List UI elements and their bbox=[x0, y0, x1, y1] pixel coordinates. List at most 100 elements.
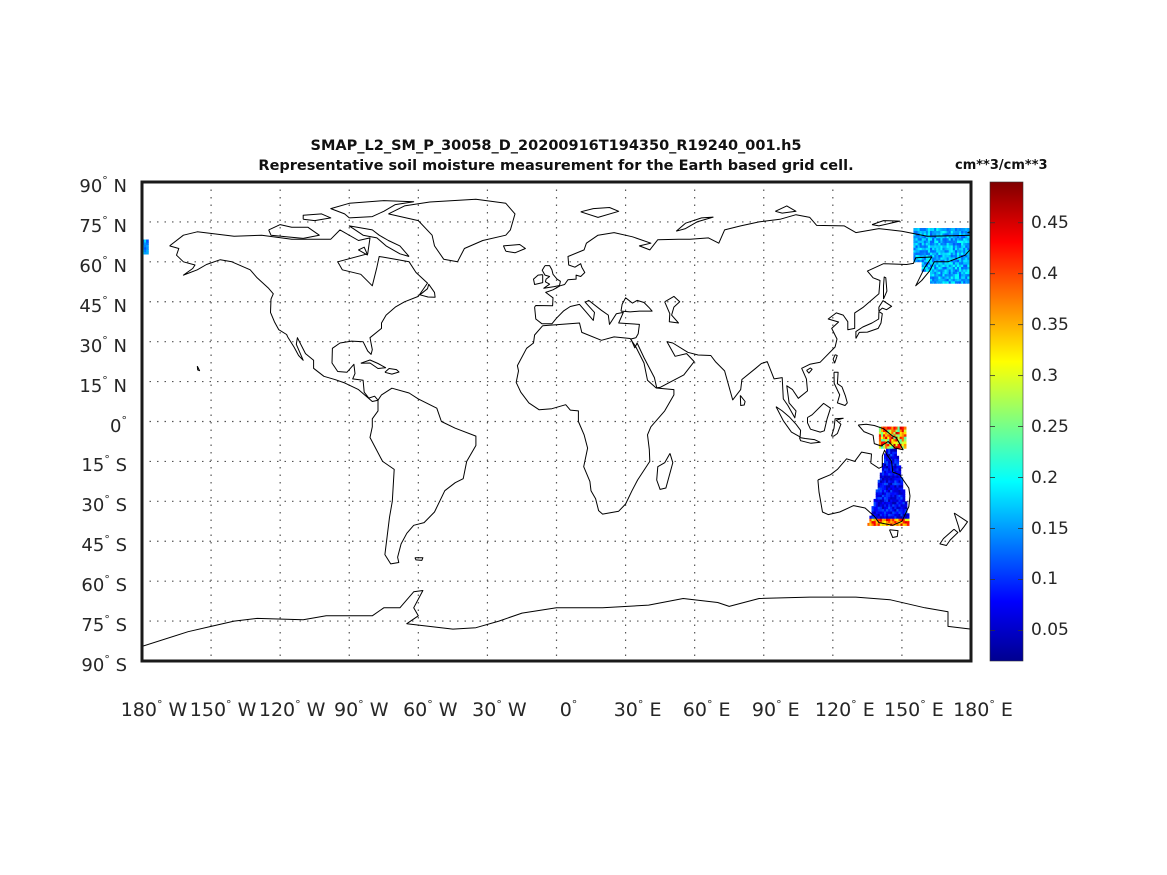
data-cell bbox=[934, 280, 937, 284]
data-cell bbox=[923, 228, 927, 231]
coastline-path bbox=[302, 213, 332, 222]
data-cell bbox=[894, 487, 897, 490]
data-cell bbox=[963, 230, 966, 234]
data-cell bbox=[967, 275, 970, 279]
data-cell bbox=[934, 278, 937, 282]
data-cell bbox=[896, 491, 900, 495]
data-cell bbox=[897, 443, 901, 447]
data-cell bbox=[942, 237, 946, 241]
data-cell bbox=[900, 482, 904, 486]
data-cell bbox=[930, 240, 933, 243]
data-cell bbox=[902, 501, 906, 505]
data-cell bbox=[961, 228, 964, 231]
data-cell bbox=[877, 515, 881, 519]
data-cell bbox=[934, 230, 937, 234]
data-cell bbox=[877, 482, 881, 486]
data-cell bbox=[904, 515, 908, 519]
data-cell bbox=[957, 242, 960, 246]
data-cell bbox=[886, 475, 889, 478]
data-cell bbox=[936, 271, 939, 275]
data-cell bbox=[887, 436, 890, 440]
data-cell bbox=[913, 256, 917, 260]
data-cell bbox=[944, 240, 948, 243]
data-cell bbox=[892, 501, 895, 505]
data-cell bbox=[899, 429, 903, 432]
data-cell bbox=[925, 268, 929, 272]
coastline-path bbox=[360, 359, 387, 369]
data-cell bbox=[892, 465, 895, 469]
data-cell bbox=[944, 273, 948, 277]
data-cell bbox=[881, 513, 885, 517]
data-cell bbox=[891, 443, 894, 447]
data-cell bbox=[919, 235, 923, 239]
data-cell bbox=[944, 261, 948, 265]
data-cell bbox=[892, 467, 895, 471]
data-cell bbox=[896, 467, 900, 471]
data-cell bbox=[884, 498, 887, 502]
data-cell bbox=[898, 487, 902, 490]
data-cell bbox=[957, 240, 960, 243]
data-cell bbox=[884, 501, 887, 505]
data-cell bbox=[938, 264, 941, 267]
data-cell bbox=[875, 522, 879, 526]
data-cell bbox=[932, 244, 935, 248]
data-cell bbox=[948, 264, 952, 267]
data-cell bbox=[940, 259, 944, 263]
data-cell bbox=[950, 240, 954, 243]
data-cell bbox=[921, 254, 925, 258]
data-cell bbox=[923, 232, 927, 236]
data-cell bbox=[894, 484, 897, 488]
data-cell bbox=[919, 249, 923, 253]
data-cell bbox=[965, 244, 968, 248]
data-cell bbox=[927, 242, 931, 246]
data-cell bbox=[892, 498, 895, 502]
data-cell bbox=[913, 254, 917, 258]
data-cell bbox=[896, 520, 900, 524]
data-cell bbox=[888, 489, 891, 493]
data-cell bbox=[938, 259, 941, 263]
data-cell bbox=[936, 256, 939, 260]
data-cell bbox=[883, 431, 886, 435]
data-cell bbox=[900, 508, 904, 512]
data-cell bbox=[959, 273, 962, 277]
data-cell bbox=[930, 232, 933, 236]
data-cell bbox=[884, 465, 887, 469]
data-cell bbox=[948, 237, 952, 241]
data-cell bbox=[925, 242, 929, 246]
data-cell bbox=[934, 247, 937, 251]
data-cell bbox=[942, 259, 946, 263]
data-cell bbox=[927, 252, 931, 255]
data-cell bbox=[952, 242, 956, 246]
data-cell bbox=[948, 278, 952, 282]
data-cell bbox=[954, 249, 958, 253]
data-cell bbox=[875, 494, 879, 498]
data-cell bbox=[952, 228, 956, 231]
data-cell bbox=[963, 261, 966, 265]
data-cell bbox=[950, 256, 954, 260]
coastline-path bbox=[967, 230, 971, 234]
data-cell bbox=[942, 271, 946, 275]
data-cell bbox=[946, 230, 950, 234]
data-cell bbox=[950, 247, 954, 251]
data-cell bbox=[963, 271, 966, 275]
data-cell bbox=[879, 491, 883, 495]
data-cell bbox=[888, 487, 891, 490]
data-cell bbox=[890, 475, 893, 478]
data-cell bbox=[898, 506, 902, 510]
data-cell bbox=[921, 259, 925, 263]
data-cell bbox=[954, 259, 958, 263]
data-cell bbox=[954, 278, 958, 282]
data-cell bbox=[896, 515, 900, 519]
data-cell bbox=[889, 433, 892, 437]
lat-label: 90° N bbox=[79, 174, 127, 197]
colorbar-ticks bbox=[990, 222, 1023, 631]
data-cell bbox=[898, 479, 902, 483]
data-cell bbox=[967, 232, 970, 236]
data-cell bbox=[896, 470, 900, 474]
coastline-path bbox=[419, 283, 436, 298]
data-cell bbox=[934, 252, 937, 255]
lat-label: 75° N bbox=[79, 213, 127, 237]
data-cell bbox=[886, 508, 889, 512]
data-cell bbox=[942, 268, 946, 272]
data-cell bbox=[892, 448, 895, 452]
